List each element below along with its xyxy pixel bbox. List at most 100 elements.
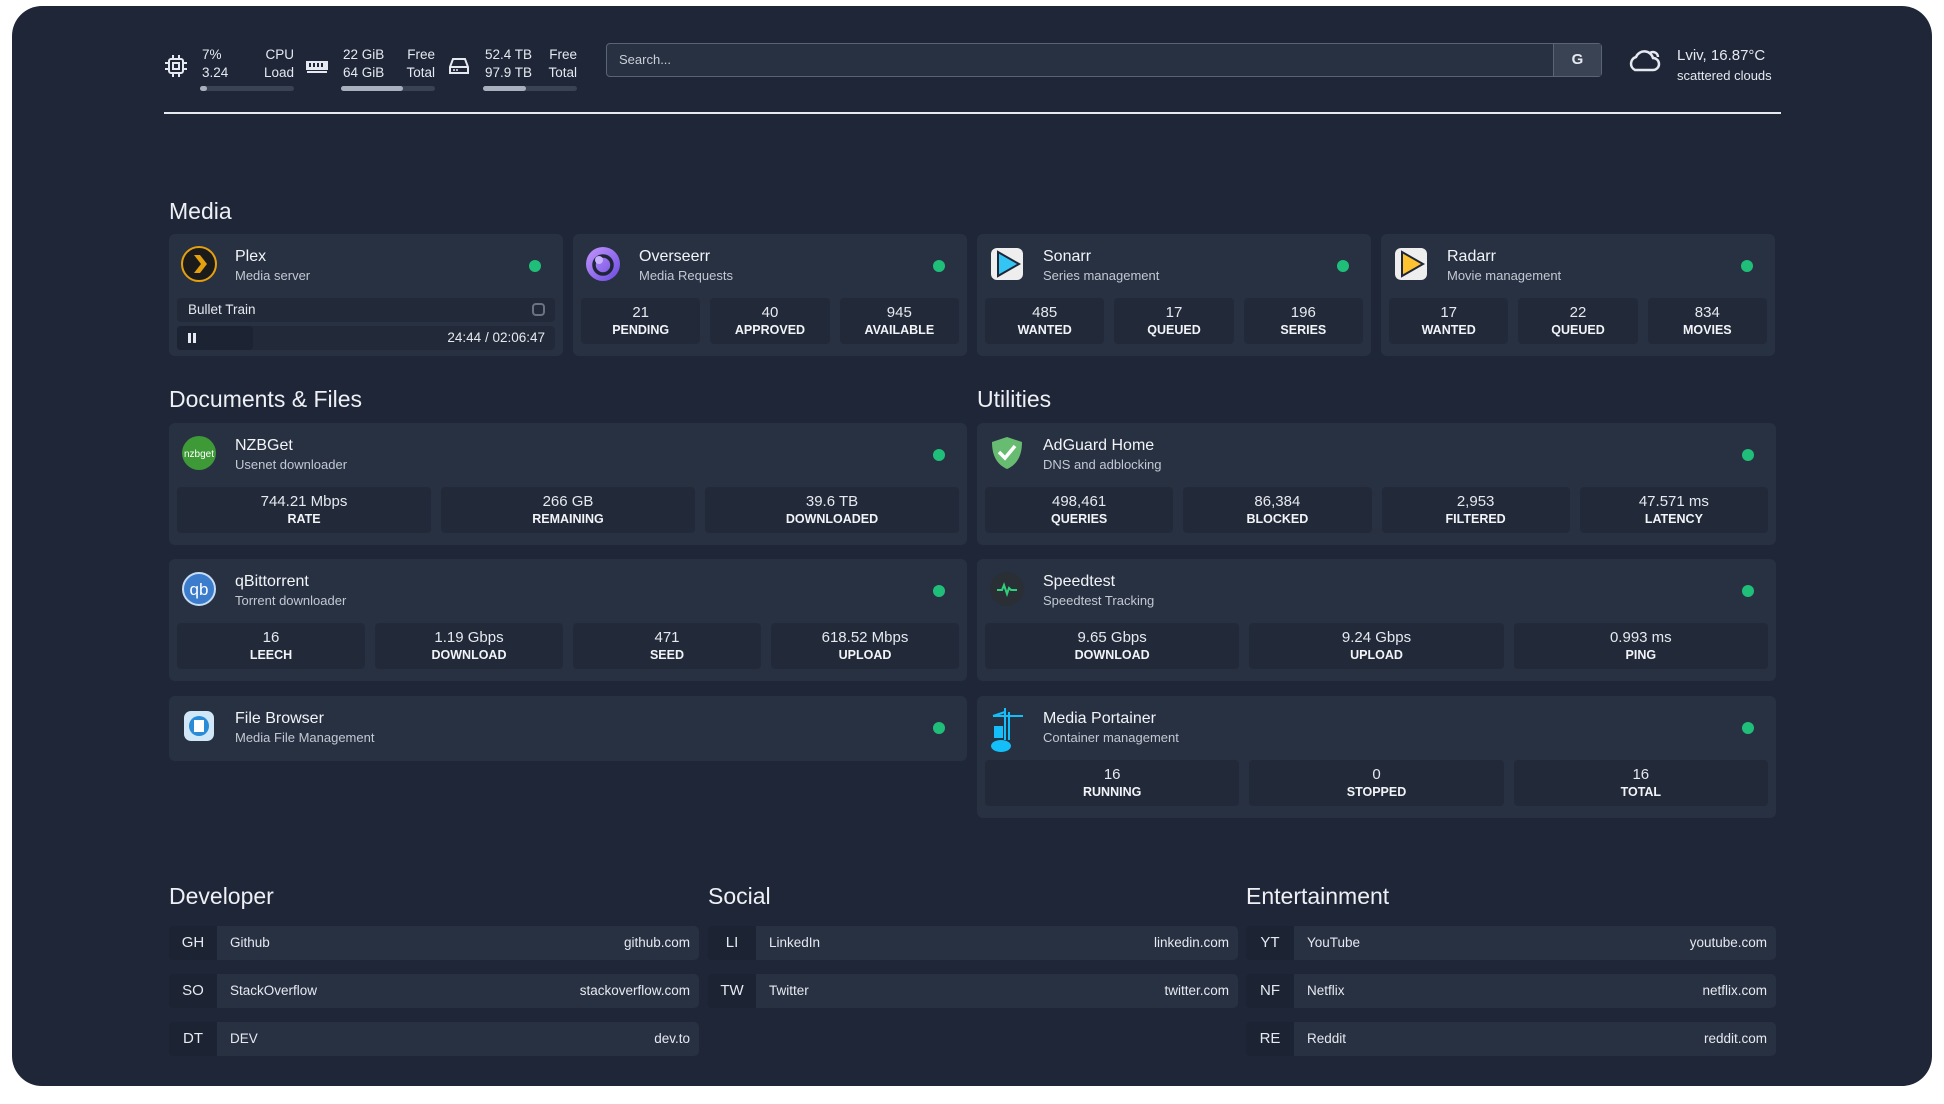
stat-value: 16 xyxy=(1632,766,1650,783)
bookmark-url: youtube.com xyxy=(1689,935,1767,950)
stat-value: 744.21 Mbps xyxy=(260,493,348,510)
stat-block: 39.6 TB DOWNLOADED xyxy=(705,487,959,533)
bookmark-abbreviation: DT xyxy=(169,1022,217,1056)
stat-block: 744.21 Mbps RATE xyxy=(177,487,431,533)
bookmarks-developer: GH Github github.com SO StackOverflow stac… xyxy=(169,926,699,1070)
service-stats: 744.21 Mbps RATE 266 GB REMAINING 39.6 TB DOW… xyxy=(177,487,959,533)
stat-block: 86,384 BLOCKED xyxy=(1183,487,1372,533)
bookmark-url: github.com xyxy=(623,935,690,950)
svg-text:qb: qb xyxy=(190,580,209,599)
memory-widget: 22 GiB 64 GiB Free Total xyxy=(305,46,435,91)
disk-total: 97.9 TB xyxy=(485,65,533,80)
stat-label: FILTERED xyxy=(1445,512,1506,526)
section-title-entertainment: Entertainment xyxy=(1246,883,1390,909)
stat-label: LEECH xyxy=(249,648,293,662)
qbittorrent-icon: qb xyxy=(181,571,217,607)
service-card-adguard-home[interactable]: AdGuard Home DNS and adblocking 498,461 Q… xyxy=(977,423,1776,545)
bookmark-abbreviation: SO xyxy=(169,974,217,1008)
service-card-overseerr[interactable]: Overseerr Media Requests 21 PENDING 40 APPR… xyxy=(573,234,967,356)
bookmark-github[interactable]: GH Github github.com xyxy=(169,926,699,960)
stat-label: BLOCKED xyxy=(1246,512,1309,526)
stat-label: RUNNING xyxy=(1082,785,1142,799)
bookmark-linkedin[interactable]: LI LinkedIn linkedin.com xyxy=(708,926,1238,960)
service-stats: 9.65 Gbps DOWNLOAD 9.24 Gbps UPLOAD 0.993 ms… xyxy=(985,623,1768,669)
section-title-social: Social xyxy=(708,883,771,909)
service-name: Speedtest xyxy=(1043,573,1116,590)
memory-bar-fill xyxy=(341,86,404,91)
stat-block: 196 SERIES xyxy=(1243,298,1363,344)
stat-label: QUEUED xyxy=(1147,323,1201,337)
bookmark-name: LinkedIn xyxy=(769,935,821,950)
bookmark-reddit[interactable]: RE Reddit reddit.com xyxy=(1246,1022,1776,1056)
stat-value: 16 xyxy=(262,629,280,646)
service-name: NZBGet xyxy=(235,437,293,454)
service-stats: 485 WANTED 17 QUEUED 196 SERIES xyxy=(985,298,1363,344)
stat-value: 485 xyxy=(1032,304,1058,321)
stat-value: 47.571 ms xyxy=(1638,493,1709,510)
bookmark-name: DEV xyxy=(230,1031,258,1046)
bookmark-name: StackOverflow xyxy=(230,983,318,998)
nzbget-icon: nzbget xyxy=(181,435,217,471)
bookmark-abbreviation: YT xyxy=(1246,926,1294,960)
service-card-media-portainer[interactable]: Media Portainer Container management 16 R… xyxy=(977,696,1776,818)
service-card-radarr[interactable]: Radarr Movie management 17 WANTED 22 QUEUED… xyxy=(1381,234,1775,356)
service-description: Speedtest Tracking xyxy=(1043,593,1155,608)
service-name: qBittorrent xyxy=(235,573,309,590)
section-title-documents: Documents & Files xyxy=(169,386,363,412)
stat-label: LATENCY xyxy=(1644,512,1703,526)
portainer-icon xyxy=(989,708,1025,752)
status-indicator xyxy=(1742,585,1754,597)
bookmark-url: netflix.com xyxy=(1702,983,1767,998)
speedtest-pulse-icon xyxy=(989,571,1025,607)
memory-total: 64 GiB xyxy=(343,65,385,80)
disk-widget: 52.4 TB 97.9 TB Free Total xyxy=(447,46,577,91)
svg-text:nzbget: nzbget xyxy=(184,449,214,460)
stat-value: 618.52 Mbps xyxy=(821,629,909,646)
cpu-icon xyxy=(165,55,187,77)
stat-block: 17 WANTED xyxy=(1389,298,1509,344)
stat-value: 22 xyxy=(1569,304,1587,321)
stat-label: WANTED xyxy=(1017,323,1072,337)
service-card-plex[interactable]: Plex Media server Bullet Train 24:44 / 0… xyxy=(169,234,563,356)
bookmark-stackoverflow[interactable]: SO StackOverflow stackoverflow.com xyxy=(169,974,699,1008)
stat-value: 39.6 TB xyxy=(805,493,859,510)
service-stats: 17 WANTED 22 QUEUED 834 MOVIES xyxy=(1389,298,1767,344)
weather-location: Lviv, 16.87°C xyxy=(1677,47,1766,64)
bookmarks-social: LI LinkedIn linkedin.com TW Twitter twitte… xyxy=(708,926,1238,1022)
plex-icon xyxy=(181,246,217,282)
service-card-sonarr[interactable]: Sonarr Series management 485 WANTED 17 QUEU… xyxy=(977,234,1371,356)
settings-icon[interactable] xyxy=(532,303,545,316)
stat-value: 17 xyxy=(1440,304,1457,321)
service-card-speedtest[interactable]: Speedtest Speedtest Tracking 9.65 Gbps DO… xyxy=(977,559,1776,681)
bookmark-name: Reddit xyxy=(1307,1031,1347,1046)
stat-value: 498,461 xyxy=(1052,493,1107,510)
stat-label: QUEUED xyxy=(1551,323,1605,337)
service-name: Overseerr xyxy=(639,248,711,265)
stat-block: 0.993 ms PING xyxy=(1513,623,1768,669)
cpu-widget: 7% 3.24 CPU Load xyxy=(164,46,294,91)
bookmark-name: Github xyxy=(230,935,270,950)
stat-label: SERIES xyxy=(1280,323,1327,337)
load-label: Load xyxy=(263,65,294,80)
bookmark-dev[interactable]: DT DEV dev.to xyxy=(169,1022,699,1056)
bookmark-url: linkedin.com xyxy=(1153,935,1229,950)
memory-free: 22 GiB xyxy=(343,47,385,62)
service-card-file-browser[interactable]: File Browser Media File Management xyxy=(169,696,967,761)
stat-label: SEED xyxy=(649,648,685,662)
overseerr-icon xyxy=(585,246,621,282)
stat-block: 47.571 ms LATENCY xyxy=(1579,487,1768,533)
bookmark-twitter[interactable]: TW Twitter twitter.com xyxy=(708,974,1238,1008)
stat-value: 471 xyxy=(654,629,680,646)
service-card-nzbget[interactable]: nzbget NZBGet Usenet downloader 744.21 M… xyxy=(169,423,967,545)
sonarr-icon xyxy=(989,246,1025,282)
bookmark-youtube[interactable]: YT YouTube youtube.com xyxy=(1246,926,1776,960)
search-input[interactable] xyxy=(619,52,1519,67)
stat-block: 0 STOPPED xyxy=(1249,760,1504,806)
pause-icon[interactable] xyxy=(188,333,191,343)
cpu-percent: 7% xyxy=(202,47,222,62)
memory-icon xyxy=(306,61,328,73)
service-card-qbittorrent[interactable]: qb qBittorrent Torrent downloader 16 LEEC… xyxy=(169,559,967,681)
section-title-developer: Developer xyxy=(169,883,274,909)
google-search-button[interactable]: G xyxy=(1553,44,1601,76)
bookmark-netflix[interactable]: NF Netflix netflix.com xyxy=(1246,974,1776,1008)
